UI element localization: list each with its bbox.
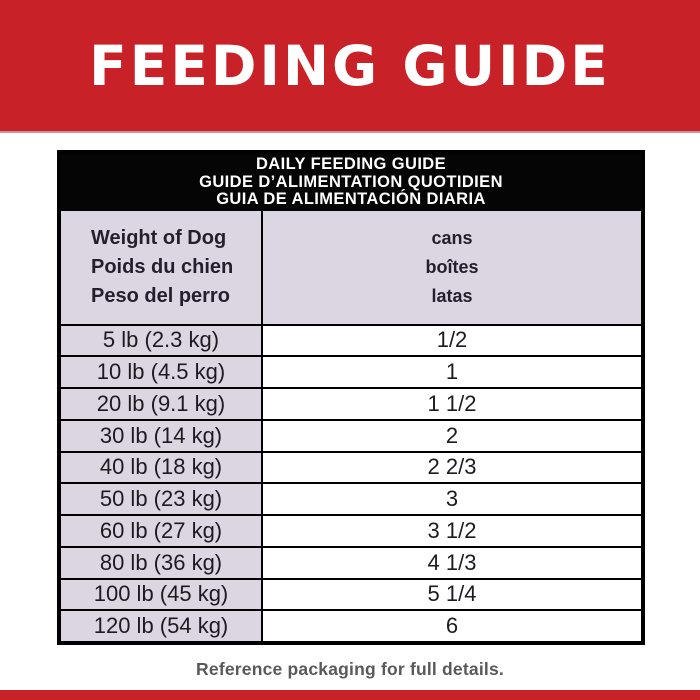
table-title-line-french: GUIDE D’ALIMENTATION QUOTIDIEN — [199, 172, 503, 191]
table-title: DAILY FEEDING GUIDE GUIDE D’ALIMENTATION… — [61, 154, 641, 211]
table-row: 60 lb (27 kg) 3 1/2 — [61, 516, 641, 548]
cans-cell: 5 1/4 — [263, 579, 641, 610]
weight-cell: 20 lb (9.1 kg) — [61, 389, 263, 419]
table-row: 40 lb (18 kg) 2 2/3 — [61, 452, 641, 485]
cans-column-header: cans boîtes latas — [263, 211, 641, 324]
cans-header-english: cans — [431, 227, 473, 248]
cans-cell: 6 — [263, 611, 641, 641]
table-row: 100 lb (45 kg) 5 1/4 — [61, 579, 641, 612]
weight-cell: 50 lb (23 kg) — [61, 484, 263, 514]
cans-cell: 2 2/3 — [263, 452, 641, 483]
weight-column-header: Weight of Dog Poids du chien Peso del pe… — [61, 210, 263, 324]
table-row: 5 lb (2.3 kg) 1/2 — [61, 325, 641, 358]
column-header-row: Weight of Dog Poids du chien Peso del pe… — [61, 210, 641, 326]
weight-cell: 80 lb (36 kg) — [61, 547, 263, 578]
table-row: 50 lb (23 kg) 3 — [61, 484, 641, 516]
cans-cell: 2 — [263, 420, 641, 451]
daily-feeding-table: DAILY FEEDING GUIDE GUIDE D’ALIMENTATION… — [57, 150, 645, 645]
weight-cell: 60 lb (27 kg) — [61, 516, 263, 546]
weight-header-spanish: Peso del perro — [91, 284, 230, 307]
cans-header-french: boîtes — [425, 256, 479, 277]
weight-header-english: Weight of Dog — [91, 226, 227, 249]
footer-note: Reference packaging for full details. — [196, 659, 504, 679]
cans-cell: 4 1/3 — [263, 547, 641, 578]
cans-cell: 1/2 — [263, 325, 641, 356]
table-body: 5 lb (2.3 kg) 1/2 10 lb (4.5 kg) 1 20 lb… — [61, 325, 641, 641]
weight-cell: 100 lb (45 kg) — [61, 579, 263, 610]
feeding-guide-banner: FEEDING GUIDE — [0, 0, 700, 133]
cans-cell: 1 1/2 — [263, 389, 641, 419]
weight-cell: 10 lb (4.5 kg) — [61, 357, 263, 387]
weight-cell: 40 lb (18 kg) — [61, 452, 263, 483]
cans-cell: 3 1/2 — [263, 516, 641, 546]
bottom-red-strip — [0, 690, 700, 700]
cans-cell: 3 — [263, 484, 641, 514]
table-row: 20 lb (9.1 kg) 1 1/2 — [61, 389, 641, 421]
weight-header-french: Poids du chien — [91, 255, 234, 278]
weight-cell: 120 lb (54 kg) — [61, 611, 263, 641]
cans-cell: 1 — [263, 357, 641, 387]
cans-header-spanish: latas — [431, 285, 473, 306]
weight-cell: 5 lb (2.3 kg) — [61, 325, 263, 356]
table-title-line-english: DAILY FEEDING GUIDE — [255, 155, 447, 173]
weight-cell: 30 lb (14 kg) — [61, 420, 263, 451]
table-row: 30 lb (14 kg) 2 — [61, 420, 641, 453]
table-row: 80 lb (36 kg) 4 1/3 — [61, 547, 641, 580]
banner-title: FEEDING GUIDE — [89, 33, 611, 98]
table-row: 120 lb (54 kg) 6 — [61, 611, 641, 641]
table-title-line-spanish: GUIA DE ALIMENTACIÓN DIARIA — [216, 190, 486, 208]
table-row: 10 lb (4.5 kg) 1 — [61, 357, 641, 389]
